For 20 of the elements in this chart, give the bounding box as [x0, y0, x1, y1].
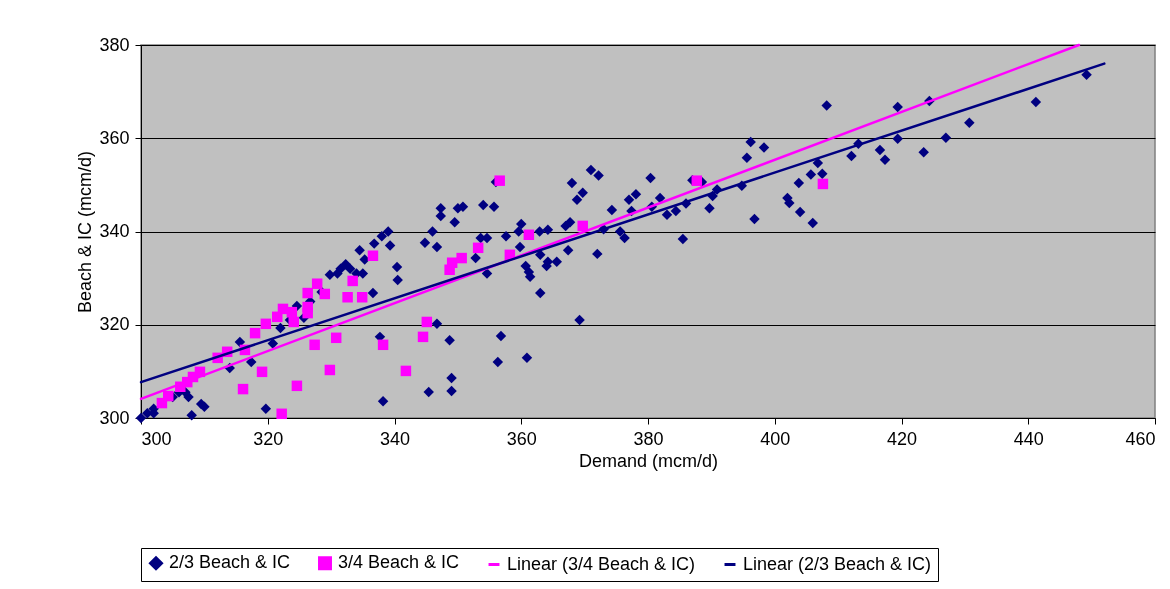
x-axis-title: Demand (mcm/d): [578, 450, 719, 471]
x-tick-label: 400: [760, 428, 791, 449]
x-tick-label: 360: [506, 428, 537, 449]
y-tick-label: 340: [99, 221, 130, 241]
x-tick-label: 320: [253, 428, 284, 449]
y-tick-label: 300: [99, 407, 130, 428]
x-tick-label: 380: [633, 428, 664, 449]
x-tick-label: 460: [1125, 428, 1156, 449]
y-axis-title: Beach & IC (mcm/d): [75, 150, 96, 314]
x-tick-label: 420: [886, 428, 918, 449]
legend-label: Linear (2/3 Beach & IC): [743, 553, 932, 574]
x-tick-label: 440: [1013, 428, 1044, 449]
y-tick-label: 360: [99, 127, 130, 148]
legend-label: Linear (3/4 Beach & IC): [507, 553, 696, 574]
y-tick-label: 320: [99, 314, 130, 335]
legend-label: 3/4 Beach & IC: [338, 552, 460, 573]
x-tick-label: 340: [379, 428, 411, 449]
legend-label: 2/3 Beach & IC: [169, 552, 291, 573]
x-tick-label: 300: [141, 428, 172, 449]
y-tick-label: 380: [99, 34, 130, 55]
